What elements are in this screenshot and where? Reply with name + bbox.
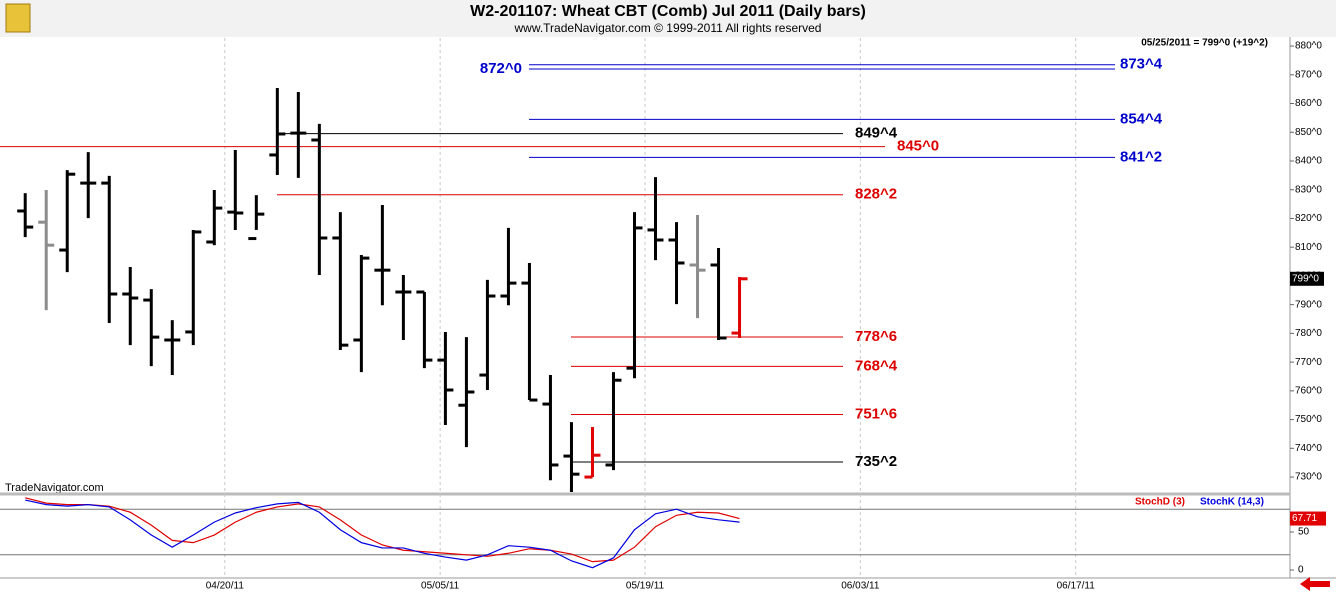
y-tick-label: 870^0 xyxy=(1295,69,1322,80)
level-label: 873^4 xyxy=(1120,56,1163,73)
level-label: 841^2 xyxy=(1120,148,1162,165)
level-label: 854^4 xyxy=(1120,110,1163,127)
y-tick-label: 780^0 xyxy=(1295,328,1322,339)
legend-entry: StochK (14,3) xyxy=(1200,497,1264,508)
y-tick-label: 0 xyxy=(1298,565,1304,576)
level-label: 768^4 xyxy=(855,357,898,374)
chart-subtitle: www.TradeNavigator.com © 1999-2011 All r… xyxy=(514,21,822,35)
level-label: 849^4 xyxy=(855,125,898,142)
header-band xyxy=(0,0,1336,37)
stoch-line xyxy=(25,499,740,569)
level-label: 828^2 xyxy=(855,186,897,203)
legend-entry: StochD (3) xyxy=(1135,497,1185,508)
last-quote-note: 05/25/2011 = 799^0 (+19^2) xyxy=(1141,38,1268,49)
chart-title: W2-201107: Wheat CBT (Comb) Jul 2011 (Da… xyxy=(470,3,866,20)
logo-icon xyxy=(5,3,31,33)
logo xyxy=(5,3,31,33)
level-label: 751^6 xyxy=(855,406,897,423)
last-price-box xyxy=(1290,271,1324,286)
last-value-box xyxy=(1290,511,1326,526)
y-tick-label: 860^0 xyxy=(1295,98,1322,109)
level-label: 735^2 xyxy=(855,453,897,470)
last-value-label: 67.71 xyxy=(1292,513,1317,524)
y-tick-label: 840^0 xyxy=(1295,156,1322,167)
y-tick-label: 850^0 xyxy=(1295,127,1322,138)
watermark: TradeNavigator.com xyxy=(5,482,104,494)
y-tick-label: 880^0 xyxy=(1295,41,1322,52)
y-tick-label: 740^0 xyxy=(1295,443,1322,454)
x-tick-label: 05/19/11 xyxy=(626,581,665,592)
y-tick-label: 790^0 xyxy=(1295,299,1322,310)
y-tick-label: 730^0 xyxy=(1295,472,1322,483)
y-tick-label: 750^0 xyxy=(1295,414,1322,425)
x-tick-label: 04/20/11 xyxy=(206,581,245,592)
x-tick-label: 05/05/11 xyxy=(421,581,460,592)
x-tick-label: 06/17/11 xyxy=(1057,581,1096,592)
y-tick-label: 810^0 xyxy=(1295,242,1322,253)
level-label: 778^6 xyxy=(855,328,897,345)
y-tick-label: 770^0 xyxy=(1295,357,1322,368)
stoch-line xyxy=(25,497,740,563)
level-label: 845^0 xyxy=(897,138,939,155)
y-tick-label: 830^0 xyxy=(1295,184,1322,195)
y-tick-label: 820^0 xyxy=(1295,213,1322,224)
last-price-label: 799^0 xyxy=(1292,273,1319,284)
y-tick-label: 760^0 xyxy=(1295,385,1322,396)
x-tick-label: 06/03/11 xyxy=(841,581,880,592)
scroll-arrow[interactable] xyxy=(1300,577,1330,591)
level-label: 872^0 xyxy=(480,60,522,77)
y-tick-label: 50 xyxy=(1298,527,1310,538)
